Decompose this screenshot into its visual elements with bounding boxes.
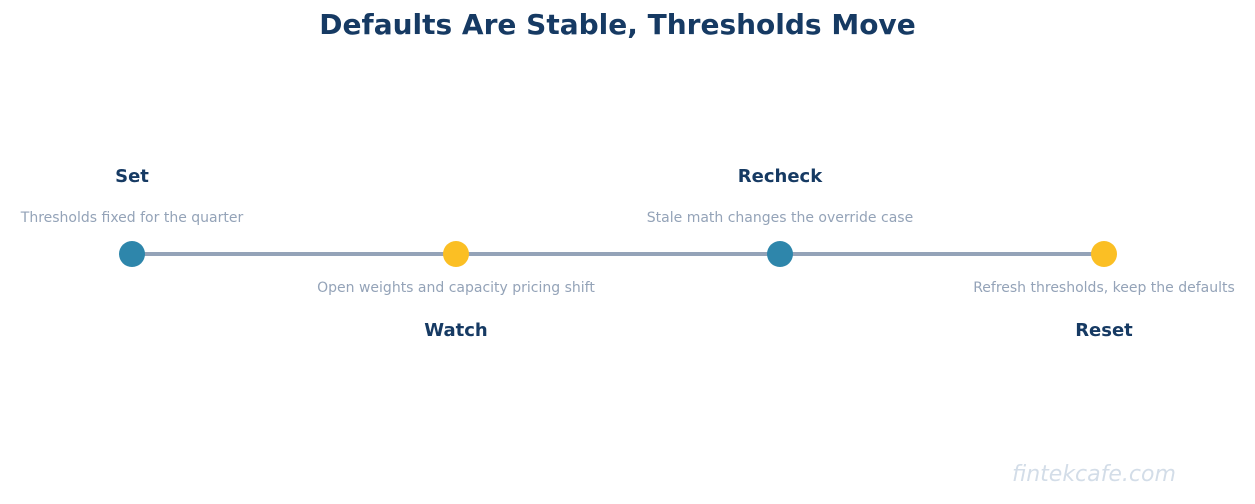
step-marker-set (119, 241, 145, 267)
step-description-reset: Refresh thresholds, keep the defaults (973, 280, 1235, 296)
step-label-reset: Reset (1075, 320, 1133, 341)
timeline-markers (119, 241, 1117, 267)
step-label-watch: Watch (424, 320, 488, 341)
page-title: Defaults Are Stable, Thresholds Move (319, 8, 916, 41)
step-marker-watch (443, 241, 469, 267)
step-label-recheck: Recheck (737, 166, 823, 187)
step-description-recheck: Stale math changes the override case (646, 210, 914, 226)
step-marker-recheck (767, 241, 793, 267)
step-description-set: Thresholds fixed for the quarter (20, 210, 244, 226)
step-marker-reset (1091, 241, 1117, 267)
step-description-watch: Open weights and capacity pricing shift (317, 280, 595, 296)
watermark: fintekcafe.com (1012, 462, 1176, 487)
step-label-set: Set (115, 166, 149, 187)
